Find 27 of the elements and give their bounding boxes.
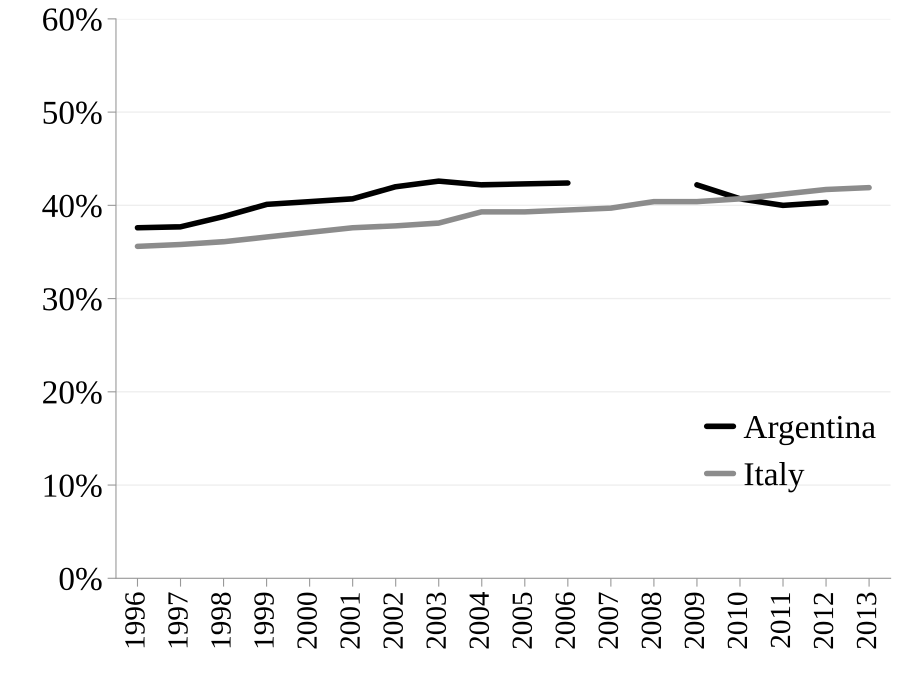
- x-tick-label: 2005: [512, 592, 532, 649]
- x-tick-label: 2010: [728, 592, 748, 649]
- x-tick-label: 2007: [598, 592, 618, 649]
- x-tick-label: 2002: [383, 593, 403, 649]
- x-tick-label: 2001: [340, 593, 360, 649]
- x-tick-label: 1999: [254, 592, 274, 648]
- y-tick-label: 10%: [44, 474, 102, 498]
- legend-label: Italy: [744, 462, 804, 492]
- x-tick-label: 2003: [426, 592, 446, 649]
- x-tick-label: 1997: [168, 592, 188, 648]
- x-tick-label: 2000: [297, 592, 317, 649]
- y-tick-label: 40%: [42, 194, 102, 218]
- x-tick-label: 2011: [770, 593, 790, 648]
- x-tick-label: 1996: [125, 592, 145, 648]
- y-tick-label: 20%: [43, 381, 102, 404]
- y-tick-label: 0%: [60, 568, 102, 590]
- x-tick-label: 2004: [469, 592, 490, 649]
- x-tick-label: 2013: [856, 592, 876, 649]
- x-tick-label: 2008: [642, 592, 662, 649]
- y-tick-label: 50%: [44, 102, 102, 124]
- y-tick-label: 30%: [43, 288, 102, 311]
- x-tick-label: 1998: [211, 592, 231, 648]
- x-tick-label: 2006: [555, 592, 576, 649]
- x-tick-label: 2009: [684, 592, 704, 649]
- y-tick-label: 60%: [43, 8, 102, 31]
- legend-label: Argentina: [744, 416, 876, 446]
- x-tick-label: 2012: [814, 593, 834, 649]
